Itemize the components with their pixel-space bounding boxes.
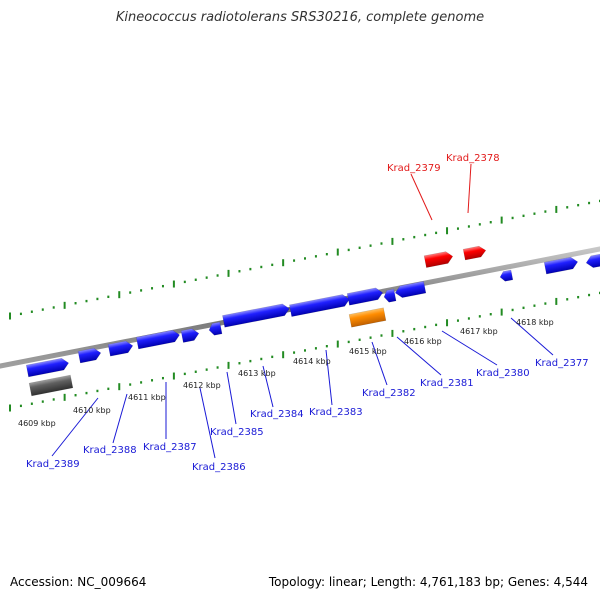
kbp-label: 4611 kbp [128,393,166,402]
gene-arrow [462,245,487,261]
leader-line [262,365,274,408]
gene-label[interactable]: Krad_2381 [420,378,474,389]
label-leader-lines [51,163,554,459]
gene-label[interactable]: Krad_2377 [535,358,589,369]
bottom-tick-track [9,291,600,412]
accession-text: Accession: NC_009664 [10,575,147,589]
gene-labels: Krad_2389 Krad_2388 Krad_2387 Krad_2386 … [26,153,589,473]
gene-arrow [25,357,69,378]
gene-arrow [208,321,223,336]
kbp-label: 4613 kbp [238,369,276,378]
leader-line [371,341,388,386]
gene-arrow [499,269,514,282]
gene-label[interactable]: Krad_2382 [362,388,416,399]
gene-arrow [222,303,290,328]
kbp-label: 4614 kbp [293,357,331,366]
gene-arrow [543,256,579,275]
gene-label[interactable]: Krad_2386 [192,462,246,473]
leader-line [441,330,498,366]
kbp-label: 4615 kbp [349,347,387,356]
topology-info: Topology: linear; Length: 4,761,183 bp; … [268,575,588,589]
leader-line [510,317,554,356]
leader-line [467,163,472,214]
map-title: Kineococcus radiotolerans SRS30216, comp… [115,10,485,25]
leader-line [226,371,237,425]
top-tick-track [9,199,600,320]
gene-label[interactable]: Krad_2384 [250,409,304,420]
gray-feature [28,374,74,397]
kbp-label: 4617 kbp [460,327,498,336]
orange-feature [348,307,387,328]
leader-line [51,397,99,457]
kbp-label: 4618 kbp [516,318,554,327]
gene-arrow [423,251,454,268]
leader-line [396,336,442,376]
leader-line [325,349,333,406]
gene-label[interactable]: Krad_2385 [210,427,264,438]
gene-arrow [135,329,180,350]
gene-label[interactable]: Krad_2379 [387,163,441,174]
kbp-label: 4610 kbp [73,406,111,415]
gene-label[interactable]: Krad_2388 [83,445,137,456]
kbp-label: 4616 kbp [404,337,442,346]
gene-arrow [289,294,350,317]
gene-features [25,245,600,397]
kbp-label: 4609 kbp [18,419,56,428]
gene-label[interactable]: Krad_2378 [446,153,500,164]
kbp-labels: 4609 kbp 4610 kbp 4611 kbp 4612 kbp 4613… [18,318,554,428]
gene-arrow [107,340,134,357]
gene-arrow [394,280,427,298]
gene-arrow [77,347,102,364]
gene-label[interactable]: Krad_2389 [26,459,80,470]
leader-line [199,387,216,459]
leader-line [112,393,128,444]
gene-arrow [346,287,384,306]
gene-arrow [585,252,600,268]
gene-label[interactable]: Krad_2387 [143,442,197,453]
gene-label[interactable]: Krad_2383 [309,407,363,418]
leader-line [410,173,433,221]
gene-arrow [383,288,397,303]
kbp-label: 4612 kbp [183,381,221,390]
gene-arrow [180,328,200,343]
gene-label[interactable]: Krad_2380 [476,368,530,379]
